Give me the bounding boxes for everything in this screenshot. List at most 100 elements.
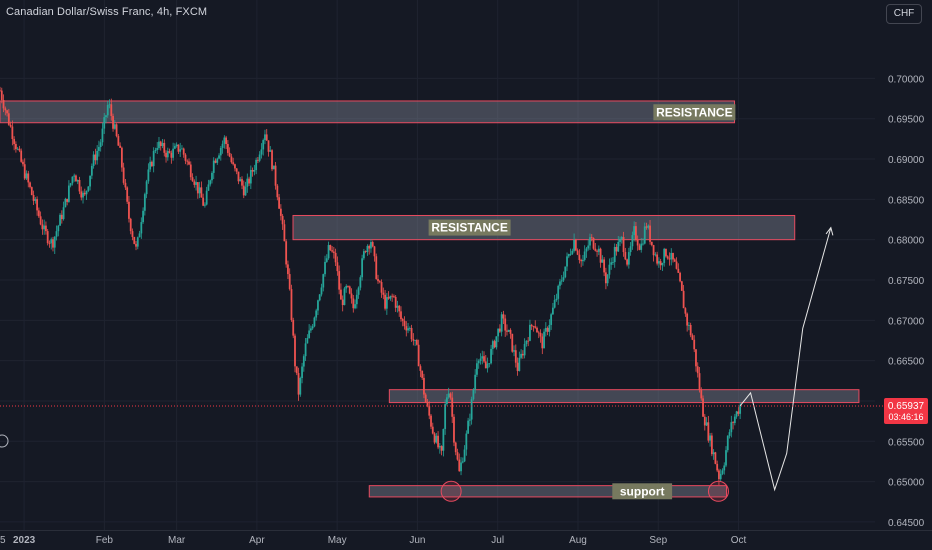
zone-label-box: [653, 104, 736, 121]
candle-body: [179, 149, 182, 152]
candle-body: [154, 150, 157, 152]
candle-body: [525, 340, 528, 344]
candle-body: [686, 313, 689, 326]
candle-body: [14, 144, 17, 150]
candle-body: [615, 246, 618, 252]
candle-body: [543, 331, 545, 349]
candle-body: [440, 446, 443, 451]
candle-body: [483, 356, 485, 362]
candle-body: [506, 330, 508, 332]
candle-body: [532, 326, 535, 327]
candle-body: [75, 175, 77, 182]
candle-body: [256, 159, 259, 161]
candle-body: [698, 373, 701, 391]
candle-body: [198, 187, 201, 194]
candles: [0, 86, 742, 486]
x-tick-label: Oct: [731, 535, 747, 546]
candle-body: [177, 144, 180, 152]
candle-body: [530, 324, 533, 327]
candle-body: [80, 191, 83, 198]
candle-body: [571, 250, 574, 255]
candle-body: [633, 226, 636, 236]
candle-body: [610, 262, 613, 265]
candle-body: [184, 154, 187, 161]
candle-body: [555, 298, 558, 301]
candle-body: [596, 250, 598, 252]
candle-body: [426, 402, 429, 406]
candle-body: [90, 165, 93, 176]
y-tick-label: 0.66500: [888, 357, 925, 368]
candle-body: [25, 173, 28, 179]
candle-body: [55, 231, 58, 237]
candle-body: [239, 179, 242, 182]
candle-body: [627, 252, 630, 265]
candle-body: [248, 178, 250, 184]
candle-body: [564, 266, 567, 278]
candle-body: [544, 327, 547, 332]
candle-body: [566, 256, 568, 267]
candle-body: [537, 332, 540, 334]
candle-body: [737, 411, 740, 414]
candle-body: [403, 320, 406, 327]
candle-body: [546, 327, 549, 332]
candle-body: [119, 145, 122, 148]
candle-body: [493, 341, 496, 348]
candle-body: [241, 179, 243, 186]
candle-body: [682, 290, 685, 309]
candle-body: [719, 473, 722, 480]
candle-body: [647, 225, 650, 228]
x-tick-label: 2023: [13, 535, 36, 546]
candle-body: [207, 184, 210, 191]
candle-body: [491, 341, 494, 349]
candle-body: [361, 258, 364, 278]
candle-body: [272, 165, 275, 170]
candle-body: [415, 340, 418, 345]
candle-body: [612, 262, 614, 263]
candle-body: [131, 231, 134, 237]
candle-body: [437, 435, 439, 448]
candle-body: [59, 214, 61, 226]
candle-body: [703, 416, 706, 426]
candle-body: [140, 222, 143, 234]
candle-body: [467, 420, 470, 434]
candle-body: [115, 124, 118, 137]
candle-body: [453, 416, 455, 443]
candle-body: [48, 243, 51, 244]
currency-badge[interactable]: CHF: [886, 4, 922, 24]
candle-body: [476, 363, 478, 375]
candle-body: [712, 452, 715, 455]
candle-body: [654, 254, 657, 256]
candle-body: [156, 147, 159, 151]
candle-body: [27, 173, 30, 183]
candle-body: [216, 158, 219, 163]
candle-body: [92, 154, 95, 166]
x-tick-label: Mar: [168, 535, 186, 546]
candle-body: [191, 177, 194, 182]
candle-body: [672, 252, 674, 260]
candle-body: [166, 151, 169, 158]
candle-body: [495, 336, 498, 348]
candle-body: [202, 197, 205, 206]
candle-body: [559, 281, 561, 286]
last-price-value: 0.65937: [888, 401, 925, 412]
candle-body: [159, 141, 162, 147]
candle-body: [106, 104, 109, 116]
candle-body: [486, 363, 489, 369]
candle-body: [39, 216, 42, 225]
candle-body: [255, 159, 258, 171]
support-touch-circle: [707, 480, 729, 502]
candle-body: [693, 339, 696, 350]
candle-body: [345, 286, 348, 289]
candle-body: [182, 148, 185, 155]
candle-body: [726, 435, 729, 451]
candle-body: [391, 295, 394, 297]
candle-body: [444, 404, 447, 429]
candle-body: [435, 435, 438, 443]
candle-body: [322, 274, 325, 288]
candle-body: [548, 324, 551, 332]
candle-body: [601, 259, 604, 263]
candle-body: [269, 150, 272, 152]
candle-body: [99, 142, 102, 148]
